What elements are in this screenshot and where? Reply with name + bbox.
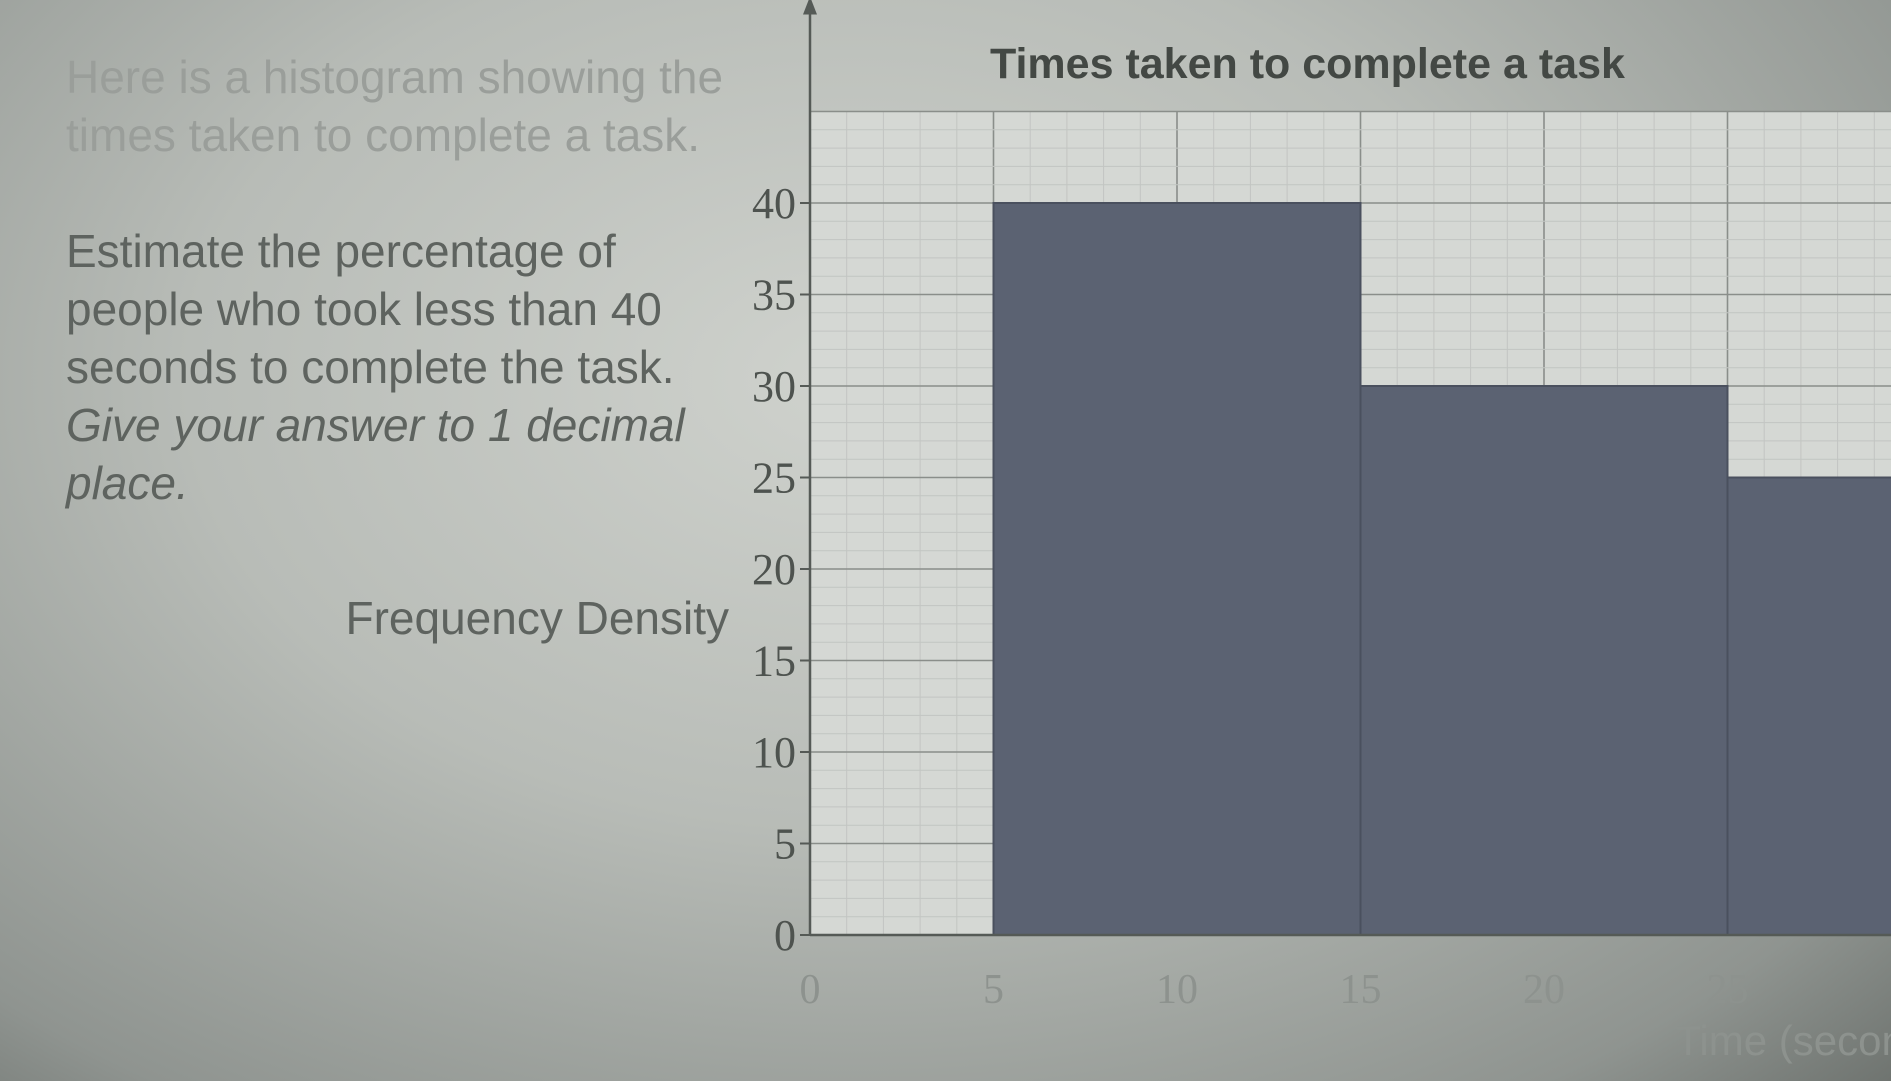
question-intro: Here is a histogram showing the times ta… xyxy=(66,51,724,161)
x-axis-ticks: 05101520253035404550 xyxy=(800,967,1891,1013)
y-axis-ticks: 0 5 10 15 20 25 30 35 40 xyxy=(752,179,810,960)
x-tick-label: 15 xyxy=(1340,967,1382,1013)
histogram-bar-0 xyxy=(992,202,1362,936)
y-tick-label: 5 xyxy=(774,820,796,869)
histogram-bar-1 xyxy=(1359,385,1729,936)
x-tick-label: 0 xyxy=(800,967,821,1013)
y-tick-label: 10 xyxy=(752,728,796,777)
x-tick-label: 10 xyxy=(1156,967,1198,1013)
question-line2: Give your answer to 1 decimal place. xyxy=(66,399,685,509)
y-axis-arrow xyxy=(803,0,817,15)
y-tick-label: 0 xyxy=(774,911,796,960)
chart-title: Times taken to complete a task xyxy=(990,40,1625,88)
x-tick-label: 20 xyxy=(1523,967,1565,1013)
question-text: Here is a histogram showing the times ta… xyxy=(66,48,746,512)
x-axis-label: Time (seconds) xyxy=(1675,1017,1891,1064)
y-axis-label: Frequency Density xyxy=(345,592,730,644)
y-tick-label: 20 xyxy=(752,545,796,594)
chart-axes xyxy=(803,0,1891,937)
chart-bars xyxy=(992,202,1891,936)
histogram-bar-2 xyxy=(1726,476,1891,936)
y-tick-label: 30 xyxy=(752,362,796,411)
y-tick-label: 40 xyxy=(752,179,796,228)
x-tick-label: 25 xyxy=(1707,967,1749,1013)
y-tick-label: 35 xyxy=(752,271,796,320)
question-line1: Estimate the percentage of people who to… xyxy=(66,225,675,393)
y-tick-label: 25 xyxy=(752,454,796,503)
x-tick-label: 5 xyxy=(983,967,1004,1013)
y-tick-label: 15 xyxy=(752,637,796,686)
